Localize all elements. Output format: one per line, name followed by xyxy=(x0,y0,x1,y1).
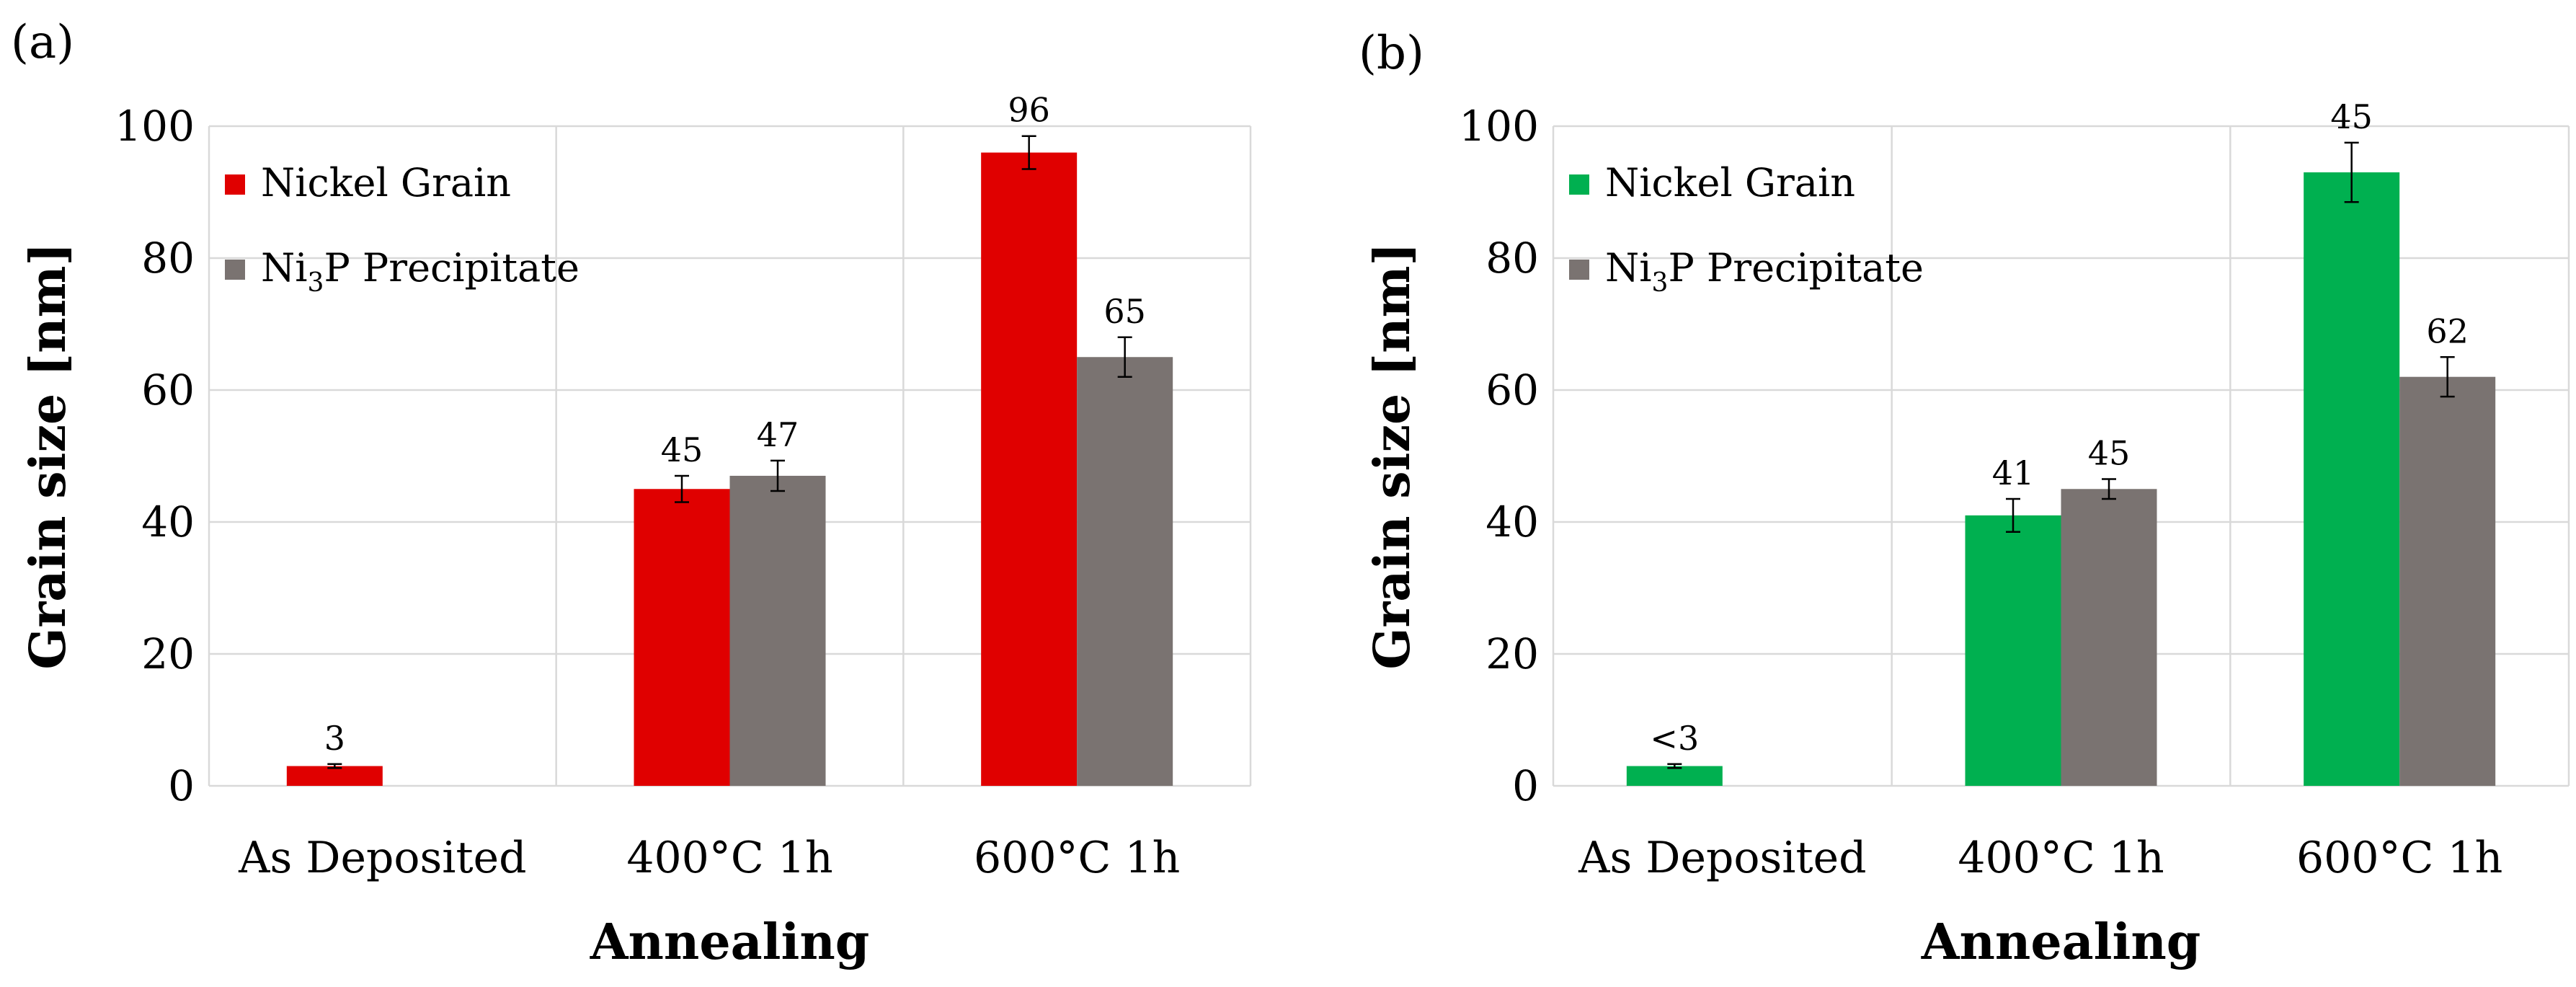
data-label: 45 xyxy=(2330,97,2373,136)
legend-label-subscript: 3 xyxy=(308,268,324,298)
bar xyxy=(2061,489,2157,786)
legend-swatch xyxy=(225,260,245,280)
panel-label: (a) xyxy=(11,16,74,69)
y-tick-label: 40 xyxy=(141,497,195,546)
data-label: 3 xyxy=(324,719,345,758)
data-label: 62 xyxy=(2426,311,2469,350)
bar xyxy=(729,475,826,786)
data-label: 47 xyxy=(757,415,799,454)
legend: Nickel Grain Ni3P Precipitate xyxy=(1569,160,1924,298)
legend-label: Nickel Grain xyxy=(261,160,511,205)
chart-panel-a: (a) 0 20 40 60 80 100 3 As Deposited 45 47 400°C 1h… xyxy=(11,16,1252,971)
legend-label-part: P Precipitate xyxy=(1668,245,1924,291)
legend-label: Ni3P Precipitate xyxy=(1605,245,1924,298)
y-axis-title: Grain size [nm] xyxy=(1364,242,1421,669)
bar xyxy=(1626,766,1723,786)
data-label: <3 xyxy=(1650,719,1699,758)
bar xyxy=(2304,172,2400,787)
legend-swatch xyxy=(225,174,245,195)
data-label: 45 xyxy=(661,430,703,469)
data-label: 96 xyxy=(1008,91,1050,130)
legend-label-part: Ni xyxy=(1605,245,1652,291)
legend-label-part: P Precipitate xyxy=(324,245,579,291)
x-tick-label: 600°C 1h xyxy=(2296,833,2502,883)
x-tick-label: 400°C 1h xyxy=(626,833,832,883)
x-axis-title: Annealing xyxy=(590,913,870,971)
bar xyxy=(1077,357,1173,786)
bar xyxy=(1965,515,2061,786)
legend-swatch xyxy=(1569,260,1589,280)
bar xyxy=(634,489,730,786)
data-label: 45 xyxy=(2088,434,2131,473)
x-axis-title: Annealing xyxy=(1921,913,2201,971)
x-tick-label: As Deposited xyxy=(1578,833,1866,883)
legend-label: Ni3P Precipitate xyxy=(261,245,579,298)
y-axis-title: Grain size [nm] xyxy=(19,242,77,669)
y-tick-label: 0 xyxy=(168,761,195,810)
legend: Nickel Grain Ni3P Precipitate xyxy=(225,160,579,298)
y-tick-label: 40 xyxy=(1485,497,1539,546)
y-tick-label: 100 xyxy=(115,102,195,151)
y-tick-label: 100 xyxy=(1459,102,1539,151)
panel-label: (b) xyxy=(1359,27,1424,80)
legend-swatch xyxy=(1569,174,1589,195)
legend-label-part: Ni xyxy=(261,245,308,291)
chart-panel-b: (b) 0 20 40 60 80 100 <3 As Deposited 41 45 400°C 1… xyxy=(1359,27,2570,971)
x-tick-label: 400°C 1h xyxy=(1958,833,2164,883)
legend-label-subscript: 3 xyxy=(1652,268,1669,298)
data-label: 65 xyxy=(1103,292,1146,331)
y-tick-label: 0 xyxy=(1512,761,1539,810)
bar xyxy=(286,766,383,786)
y-tick-label: 80 xyxy=(141,234,195,283)
bar xyxy=(981,152,1078,787)
data-label: 41 xyxy=(1992,453,2035,492)
y-tick-label: 80 xyxy=(1485,234,1539,283)
bar xyxy=(2399,376,2496,786)
y-tick-label: 60 xyxy=(141,366,195,415)
y-tick-label: 20 xyxy=(141,629,195,678)
x-tick-label: As Deposited xyxy=(238,833,526,883)
legend-label: Nickel Grain xyxy=(1605,160,1855,205)
y-tick-label: 60 xyxy=(1485,366,1539,415)
x-tick-label: 600°C 1h xyxy=(974,833,1180,883)
y-tick-label: 20 xyxy=(1485,629,1539,678)
